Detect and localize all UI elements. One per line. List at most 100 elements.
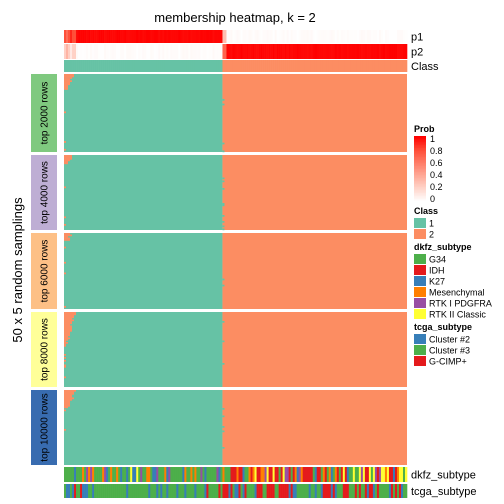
prob-legend-label: 0 — [430, 194, 435, 204]
p1-cell — [164, 30, 167, 43]
tcga-subtype-cell — [350, 484, 354, 498]
row-group-strip — [31, 312, 57, 387]
class-cell — [84, 60, 87, 72]
boundary-cell — [222, 415, 225, 418]
class-cell — [314, 60, 318, 72]
legend-label: Mesenchymal — [429, 288, 485, 298]
dkfz-subtype-cell — [316, 467, 320, 482]
p1-cell — [238, 30, 241, 43]
class-cell — [100, 60, 103, 72]
tcga-subtype-cell — [396, 484, 400, 498]
tcga-subtype-cell — [262, 484, 265, 498]
p2-cell — [216, 44, 219, 59]
mixed-membership-cell — [64, 83, 71, 86]
dkfz-subtype-cell — [70, 467, 73, 482]
class-cell — [176, 60, 179, 72]
tcga-subtype-cell — [124, 484, 127, 498]
p1-cell — [154, 30, 157, 43]
class-cell — [350, 60, 354, 72]
p2-cell — [356, 44, 360, 59]
tcga-subtype-cell — [384, 484, 388, 498]
legend-swatch — [414, 345, 426, 355]
p1-cell — [96, 30, 99, 43]
p1-cell — [112, 30, 115, 43]
p2-cell — [404, 44, 408, 59]
p1-cell — [278, 30, 281, 43]
p1-cell — [252, 30, 255, 43]
p2-cell — [352, 44, 356, 59]
class-cell — [318, 60, 322, 72]
class-cell — [114, 60, 117, 72]
tcga-subtype-cell — [224, 484, 227, 498]
p2-cell — [204, 44, 207, 59]
p2-cell — [108, 44, 111, 59]
dkfz-subtype-cell — [330, 467, 334, 482]
dkfz-subtype-cell — [98, 467, 101, 482]
dkfz-subtype-cell — [184, 467, 187, 482]
tcga-subtype-cell — [174, 484, 177, 498]
class-cell — [252, 60, 255, 72]
dkfz-subtype-cell — [280, 467, 283, 482]
mixed-membership-cell — [64, 403, 71, 406]
tcga-subtype-cell — [232, 484, 235, 498]
class-cell — [130, 60, 133, 72]
p2-cell — [268, 44, 271, 59]
boundary-cell — [222, 150, 225, 153]
p1-cell — [70, 30, 73, 43]
dkfz-subtype-cell — [396, 467, 400, 482]
mixed-membership-cell — [64, 396, 73, 398]
p2-cell — [286, 44, 289, 59]
p2-cell — [390, 44, 394, 59]
prob-gradient-step — [414, 190, 426, 192]
p2-cell — [138, 44, 141, 59]
dkfz-subtype-cell — [76, 467, 79, 482]
class-cell — [80, 60, 83, 72]
p1-cell — [68, 30, 71, 43]
dkfz-subtype-cell — [360, 467, 364, 482]
p2-cell — [168, 44, 171, 59]
prob-gradient-step — [414, 148, 426, 150]
class-cell — [304, 60, 308, 72]
p2-cell — [244, 44, 247, 59]
class-cell — [308, 60, 312, 72]
class-cell — [266, 60, 269, 72]
class-cell — [366, 60, 370, 72]
dkfz-subtype-cell — [128, 467, 131, 482]
p1-cell — [232, 30, 235, 43]
tcga-subtype-cell — [96, 484, 99, 498]
p1-cell — [174, 30, 177, 43]
legend-swatch — [414, 309, 426, 319]
tcga-subtype-cell — [356, 484, 360, 498]
p1-cell — [358, 30, 362, 43]
row-group-strip — [31, 155, 57, 230]
mixed-membership-cell — [64, 336, 69, 338]
class-cell — [208, 60, 211, 72]
chart-title: membership heatmap, k = 2 — [154, 10, 316, 25]
tcga-subtype-cell — [256, 484, 259, 498]
class-cell — [210, 60, 213, 72]
tcga-subtype-cell — [120, 484, 123, 498]
tcga-subtype-cell — [196, 484, 199, 498]
p2-cell — [282, 44, 285, 59]
tcga-subtype-cell — [72, 484, 75, 498]
dkfz-subtype-cell — [228, 467, 231, 482]
p2-cell — [124, 44, 127, 59]
dkfz-subtype-cell — [398, 467, 402, 482]
tcga-subtype-cell — [210, 484, 213, 498]
p2-cell — [128, 44, 131, 59]
dkfz-subtype-cell — [140, 467, 143, 482]
tcga-subtype-cell — [208, 484, 211, 498]
class-cell — [106, 60, 109, 72]
tcga-subtype-cell — [238, 484, 241, 498]
dkfz-subtype-cell — [372, 467, 376, 482]
mixed-membership-cell — [64, 324, 71, 326]
class-cell — [378, 60, 382, 72]
dkfz-subtype-cell — [336, 467, 340, 482]
dkfz-subtype-cell — [264, 467, 267, 482]
dkfz-subtype-cell — [236, 467, 239, 482]
tcga-subtype-cell — [234, 484, 237, 498]
class-cell — [278, 60, 281, 72]
mixed-membership-cell — [64, 342, 69, 344]
p2-cell — [148, 44, 151, 59]
tcga-subtype-cell — [116, 484, 119, 498]
